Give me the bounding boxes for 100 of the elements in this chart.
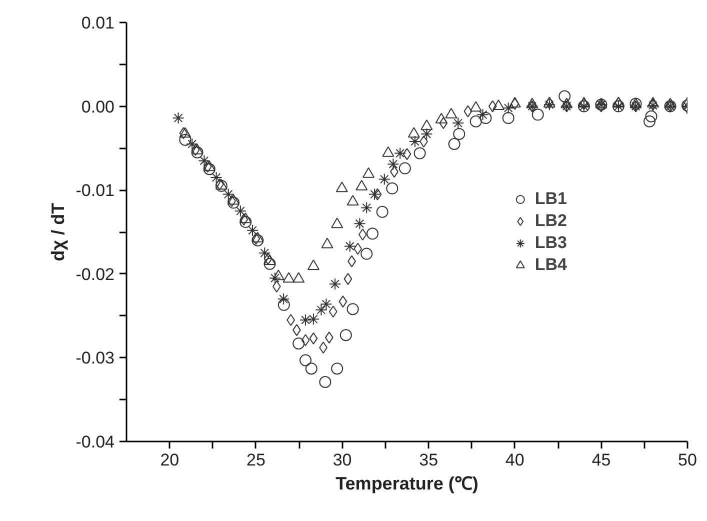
point (191, 146, 204, 158)
legend-label: LB1 (534, 188, 567, 208)
point (452, 117, 464, 130)
point (502, 102, 514, 114)
point (300, 314, 312, 326)
legend-label: LB2 (534, 210, 567, 230)
point (305, 362, 318, 375)
x-tick-label: 45 (592, 450, 611, 470)
point (252, 234, 264, 246)
point (252, 232, 260, 245)
point (203, 160, 212, 173)
point (387, 158, 400, 170)
point (526, 98, 538, 108)
point (354, 218, 366, 230)
point (172, 112, 184, 124)
y-tick-label: -0.03 (76, 348, 114, 368)
y-axis-title: dχ / dT (48, 202, 68, 262)
point (439, 117, 448, 130)
point (376, 206, 388, 218)
point (394, 147, 406, 160)
point (510, 98, 520, 110)
point (448, 138, 460, 150)
point (307, 260, 320, 270)
x-axis-title: Temperature (℃) (336, 474, 478, 494)
x-tick-label: 25 (246, 450, 266, 470)
point (358, 228, 367, 241)
point (203, 163, 216, 176)
y-tick-label: 0.00 (81, 97, 115, 116)
point (338, 296, 348, 308)
point (414, 147, 426, 160)
x-tick-label: 40 (505, 450, 524, 470)
point (234, 205, 246, 218)
point (319, 376, 332, 388)
point (543, 98, 556, 111)
point (560, 98, 573, 108)
point (368, 188, 381, 200)
point (360, 248, 373, 260)
point (264, 252, 272, 265)
point (264, 258, 276, 270)
point (508, 96, 521, 108)
y-tick-label: 0.01 (81, 14, 115, 32)
point (331, 218, 344, 228)
point (532, 108, 544, 121)
point (420, 128, 433, 140)
point (346, 194, 359, 206)
point (398, 162, 411, 174)
point (435, 112, 448, 124)
point (386, 182, 398, 194)
point (344, 272, 352, 285)
point (366, 228, 378, 240)
point (346, 303, 359, 316)
point (646, 96, 659, 108)
point (464, 105, 472, 118)
point (378, 173, 390, 186)
point (453, 128, 466, 140)
point (645, 110, 658, 122)
point (191, 144, 204, 154)
point (240, 213, 248, 226)
point (408, 135, 421, 148)
point (179, 134, 192, 146)
point (272, 270, 284, 280)
point (480, 112, 492, 124)
point (331, 362, 344, 375)
point (210, 172, 222, 184)
point (179, 127, 192, 138)
point (300, 354, 312, 366)
point (222, 188, 234, 200)
point (309, 332, 318, 344)
point (240, 212, 252, 224)
point (252, 232, 264, 242)
point (336, 182, 348, 192)
point (420, 120, 433, 130)
point (191, 144, 200, 156)
x-tick-label: 20 (160, 450, 180, 470)
point (470, 101, 482, 112)
point (228, 196, 240, 209)
point (246, 224, 259, 236)
point (445, 108, 458, 118)
point (340, 329, 352, 342)
point (198, 154, 210, 167)
point (402, 148, 412, 160)
point (292, 337, 305, 350)
point (373, 188, 382, 200)
x-tick-label: 35 (419, 450, 438, 470)
point (228, 194, 240, 205)
point (360, 202, 373, 214)
point (329, 278, 342, 290)
point (344, 240, 356, 252)
point (179, 127, 188, 140)
y-tick-label: -0.04 (76, 432, 114, 452)
point (186, 138, 198, 150)
point (644, 115, 656, 128)
point (321, 238, 334, 248)
point (315, 304, 328, 316)
point (488, 100, 497, 112)
point (307, 313, 320, 326)
point (240, 216, 252, 228)
x-tick-label: 30 (332, 450, 352, 470)
y-tick-label: -0.01 (76, 181, 114, 200)
point (362, 167, 375, 178)
